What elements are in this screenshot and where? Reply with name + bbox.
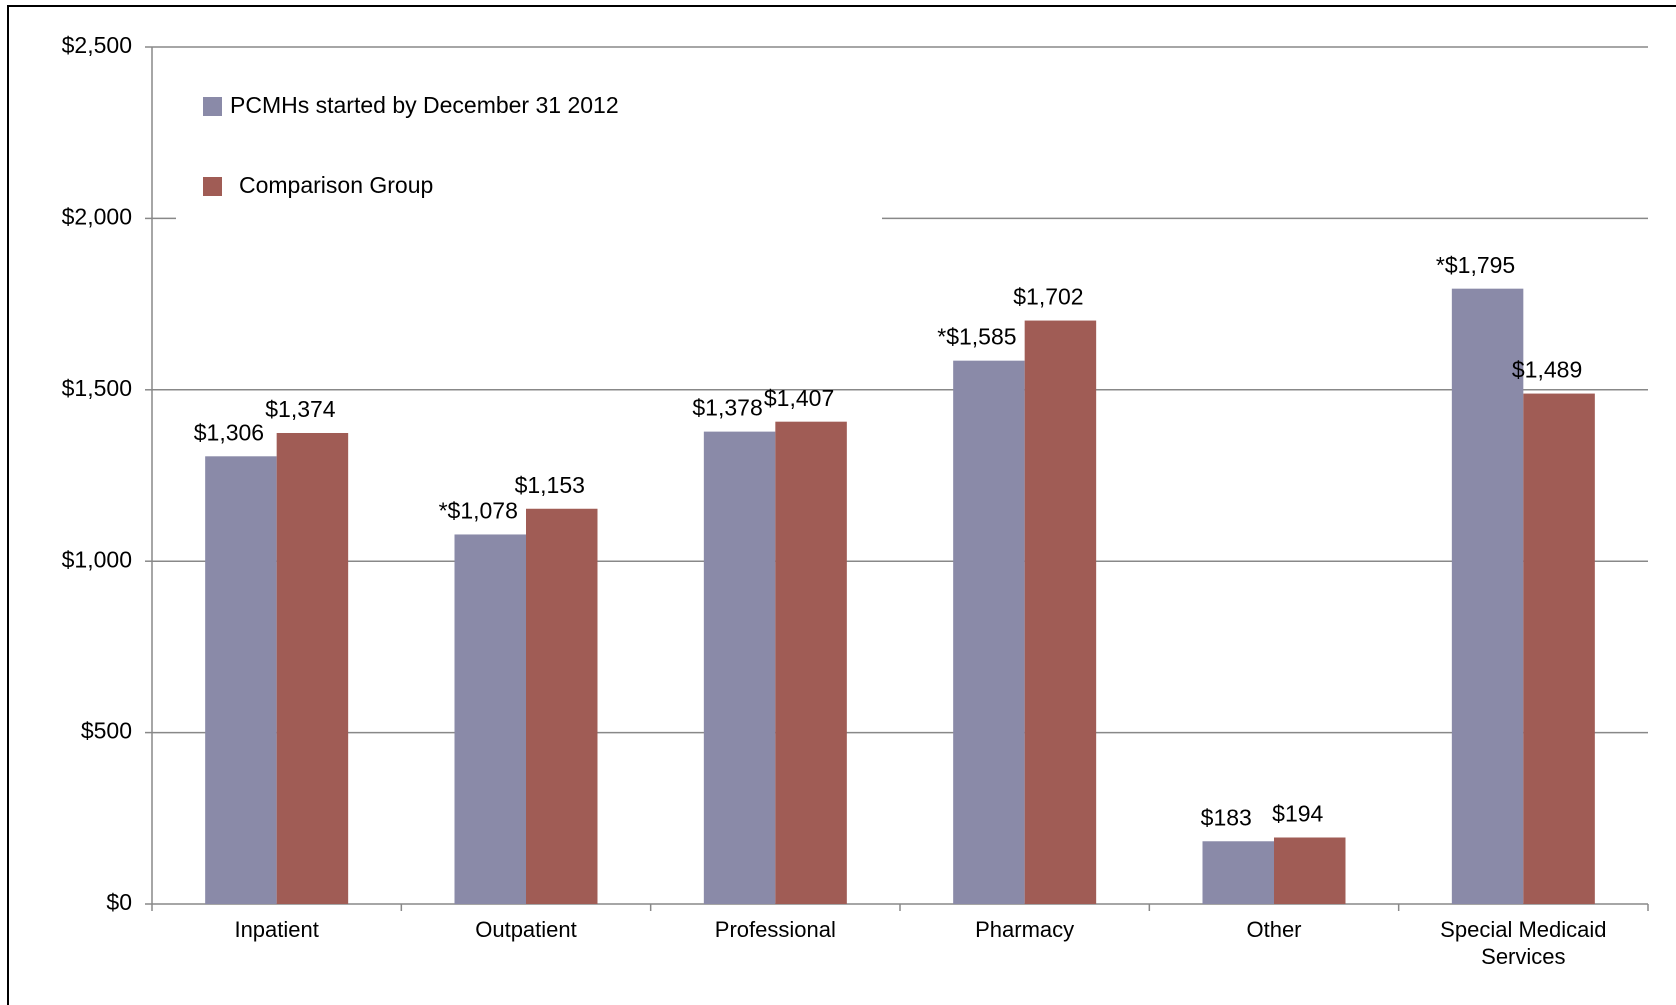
value-label: $1,306 (194, 419, 264, 445)
bar (526, 508, 598, 904)
bar (1274, 837, 1346, 904)
x-tick-label: Professional (714, 917, 836, 942)
value-label: $1,378 (692, 395, 762, 421)
y-tick-label: $500 (81, 718, 132, 744)
bar (1202, 841, 1274, 904)
bar (205, 456, 277, 904)
value-label: $1,702 (1013, 284, 1083, 310)
x-tick-label: Special Medicaid Services (1440, 917, 1607, 969)
value-label: *$1,078 (439, 498, 518, 524)
value-label: $194 (1272, 801, 1323, 827)
value-label: $1,489 (1512, 357, 1582, 383)
value-label: $1,374 (265, 396, 336, 422)
bar (775, 421, 847, 904)
value-label: $1,407 (764, 385, 834, 411)
x-tick-label: Pharmacy (975, 917, 1075, 942)
legend-background (176, 62, 882, 230)
legend-label: Comparison Group (239, 172, 433, 198)
bar (1451, 288, 1524, 904)
bars: $1,306$1,374 *$1,078$1,153 $1,378 $1,407 *$1… (194, 252, 1595, 904)
x-tick-label: Inpatient (234, 917, 319, 942)
legend-swatch (203, 177, 222, 196)
y-tick-label: $1,000 (62, 546, 132, 572)
bar (276, 432, 349, 904)
bar (703, 431, 776, 904)
value-label: *$1,585 (937, 324, 1016, 350)
y-tick-label: $2,000 (62, 203, 132, 229)
value-label: $1,153 (515, 472, 585, 498)
y-tick-label: $2,500 (62, 32, 132, 58)
x-tick-label: Other (1246, 917, 1302, 942)
y-tick-label: $1,500 (62, 375, 132, 401)
bar (1024, 320, 1097, 904)
grid: $0 $500 $1,000 $1,500 $2,000 $2,500 (62, 32, 1649, 915)
value-label: $183 (1201, 804, 1252, 830)
legend-label: PCMHs started by December 31 2012 (230, 92, 619, 118)
y-tick-label: $0 (106, 889, 132, 915)
value-label: *$1,795 (1436, 252, 1515, 278)
bar (953, 360, 1025, 904)
x-tick-label: Outpatient (475, 917, 577, 942)
bar (454, 534, 526, 904)
legend-swatch (203, 97, 222, 116)
bar (1523, 393, 1595, 904)
legend: PCMHs started by December 31 2012 Compari… (176, 62, 882, 230)
